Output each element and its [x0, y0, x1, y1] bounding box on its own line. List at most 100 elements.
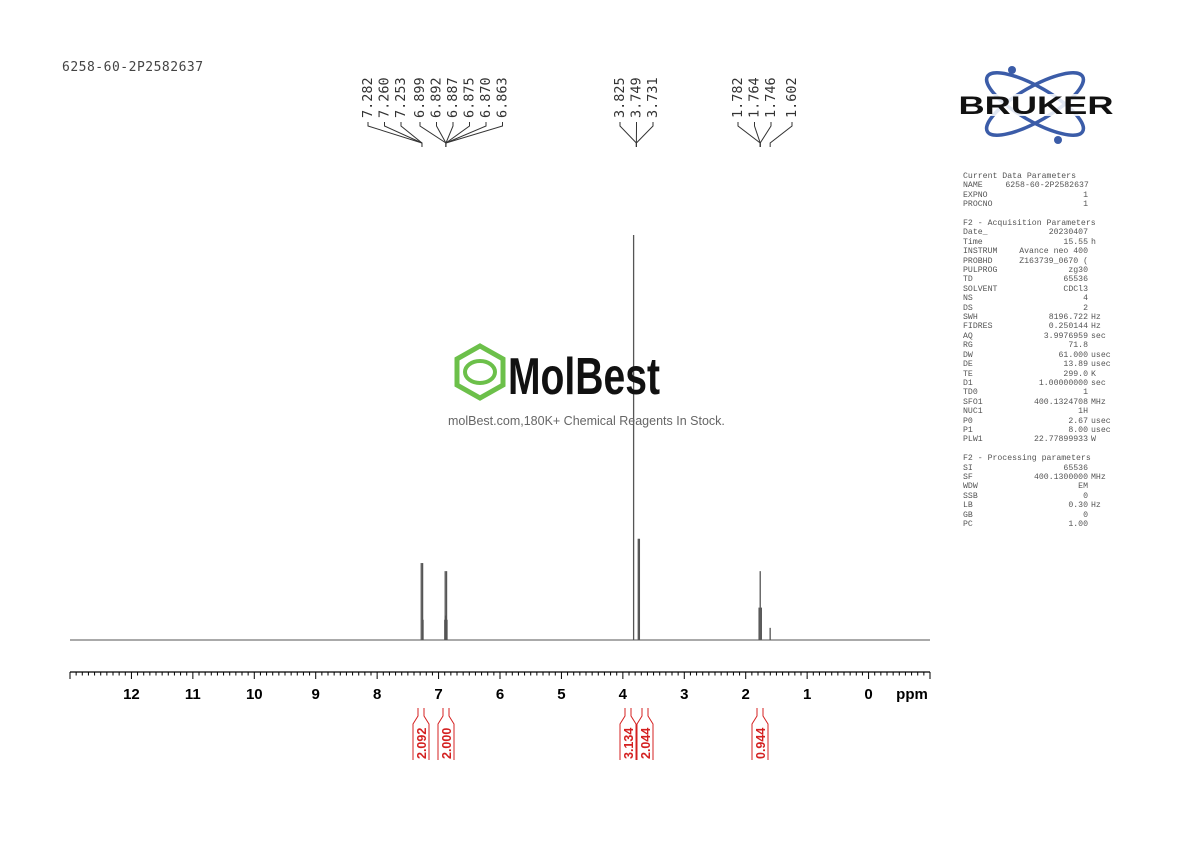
- param-unit: [1088, 388, 1113, 397]
- peak-label: 1.602: [784, 77, 800, 118]
- param-row: PROCNO 1: [963, 200, 1113, 209]
- param-row: NS 4: [963, 294, 1113, 303]
- param-key: SF: [963, 472, 973, 482]
- param-value: 8.00: [1068, 425, 1088, 435]
- param-value: 22.77899933: [1033, 435, 1088, 445]
- param-unit: [1088, 511, 1113, 520]
- tick-label: 5: [557, 686, 565, 703]
- param-key: PC: [963, 520, 973, 529]
- ppm-axis: 12 11 10 9 8 7 6 5 4 3 2 1 0 ppm: [69, 671, 931, 703]
- param-row: LB 0.30 Hz: [963, 501, 1113, 510]
- peak-label: 6.875: [462, 77, 478, 118]
- param-unit: Hz: [1091, 501, 1101, 511]
- param-row: PC 1.00: [963, 520, 1113, 529]
- param-unit: [1088, 247, 1113, 256]
- param-row: WDW EM: [963, 482, 1113, 491]
- param-key: GB: [963, 510, 973, 520]
- param-unit: [1088, 492, 1113, 501]
- param-key: DE: [963, 360, 973, 370]
- param-unit: [1088, 482, 1113, 491]
- param-value: 400.1324708: [1033, 397, 1088, 407]
- param-row: NUC1 1H: [963, 407, 1113, 416]
- param-row: DE 13.89 usec: [963, 360, 1113, 369]
- param-unit: usec: [1091, 416, 1111, 426]
- peak-label-connector: [419, 122, 447, 147]
- param-row: FIDRES 0.250144 Hz: [963, 322, 1113, 331]
- param-key: EXPNO: [963, 190, 988, 200]
- param-row: DS 2: [963, 304, 1113, 313]
- param-unit: Hz: [1091, 322, 1101, 332]
- param-value: 2: [1083, 303, 1088, 313]
- integral-value: 0.944: [754, 728, 768, 759]
- peak-label-connector: [635, 122, 654, 147]
- param-value: 8196.722: [1048, 313, 1088, 323]
- param-unit: [1088, 285, 1113, 294]
- integral-value: 2.000: [440, 728, 454, 759]
- tick-label: 2: [742, 686, 750, 703]
- peak-label: 3.731: [645, 77, 661, 118]
- param-key: SFO1: [963, 397, 983, 407]
- param-row: P0 2.67 usec: [963, 417, 1113, 426]
- param-key: DS: [963, 303, 973, 313]
- param-value: 0: [1083, 510, 1088, 520]
- param-unit: [1089, 181, 1113, 190]
- peak-label: 1.746: [763, 77, 779, 118]
- peak-label: 6.870: [478, 77, 494, 118]
- param-key: Date_: [963, 228, 988, 238]
- param-row: TD 65536: [963, 275, 1113, 284]
- peak-label: 6.863: [495, 77, 511, 118]
- param-unit: W: [1091, 435, 1096, 445]
- tick-label: 6: [496, 686, 504, 703]
- param-unit: sec: [1091, 331, 1106, 341]
- param-unit: [1088, 407, 1113, 416]
- integral-value: 2.044: [639, 728, 653, 759]
- peak-label-connector: [445, 122, 487, 147]
- param-key: P0: [963, 416, 973, 426]
- molbest-logo: MolBest: [454, 343, 660, 406]
- param-value: 71.8: [1068, 341, 1088, 351]
- param-row: SSB 0: [963, 492, 1113, 501]
- param-row: RG 71.8: [963, 341, 1113, 350]
- param-unit: [1088, 464, 1113, 473]
- param-unit: MHz: [1091, 472, 1106, 482]
- param-value: 299.0: [1063, 369, 1088, 379]
- param-value: 1: [1083, 200, 1088, 210]
- integral-value: 3.134: [622, 728, 636, 759]
- param-row: SFO1 400.1324708 MHz: [963, 398, 1113, 407]
- param-value: 4: [1083, 294, 1088, 304]
- param-value: 1.00000000: [1038, 378, 1088, 388]
- param-key: DW: [963, 350, 973, 360]
- param-value: 1: [1083, 190, 1088, 200]
- tick-label: 7: [434, 686, 442, 703]
- peak-label-connector: [754, 122, 761, 147]
- param-row: PLW1 22.77899933 W: [963, 435, 1113, 444]
- param-key: SI: [963, 463, 973, 473]
- param-key: FIDRES: [963, 322, 993, 332]
- bruker-brand-text: BRUKER: [959, 92, 1114, 120]
- integral-bracket: [437, 708, 455, 760]
- param-key: D1: [963, 378, 973, 388]
- param-value: 1: [1083, 388, 1088, 398]
- param-value: 6258-60-2P2582637: [1005, 181, 1089, 191]
- peak-label-connector: [769, 122, 793, 147]
- integral-bracket: [751, 708, 769, 760]
- param-unit: K: [1091, 369, 1096, 379]
- param-row: SF 400.1300000 MHz: [963, 473, 1113, 482]
- tick-label: 1: [803, 686, 811, 703]
- param-key: NAME: [963, 181, 983, 191]
- acquisition-parameters: Current Data Parameters NAME 6258-60-2P258…: [963, 172, 1113, 529]
- param-value: 20230407: [1048, 228, 1088, 238]
- param-key: RG: [963, 341, 973, 351]
- param-section-title: Current Data Parameters: [963, 172, 1077, 181]
- param-value: zg30: [1068, 266, 1088, 276]
- peak-label: 7.282: [360, 77, 376, 118]
- param-unit: [1088, 520, 1113, 529]
- param-unit: Hz: [1091, 313, 1101, 323]
- spectrum: [70, 235, 930, 641]
- benzene-ring-icon: [454, 343, 506, 401]
- tick-label: 9: [312, 686, 320, 703]
- param-row: DW 61.000 usec: [963, 351, 1113, 360]
- tick-label: 3: [680, 686, 688, 703]
- param-unit: [1088, 228, 1113, 237]
- param-row: EXPNO 1: [963, 191, 1113, 200]
